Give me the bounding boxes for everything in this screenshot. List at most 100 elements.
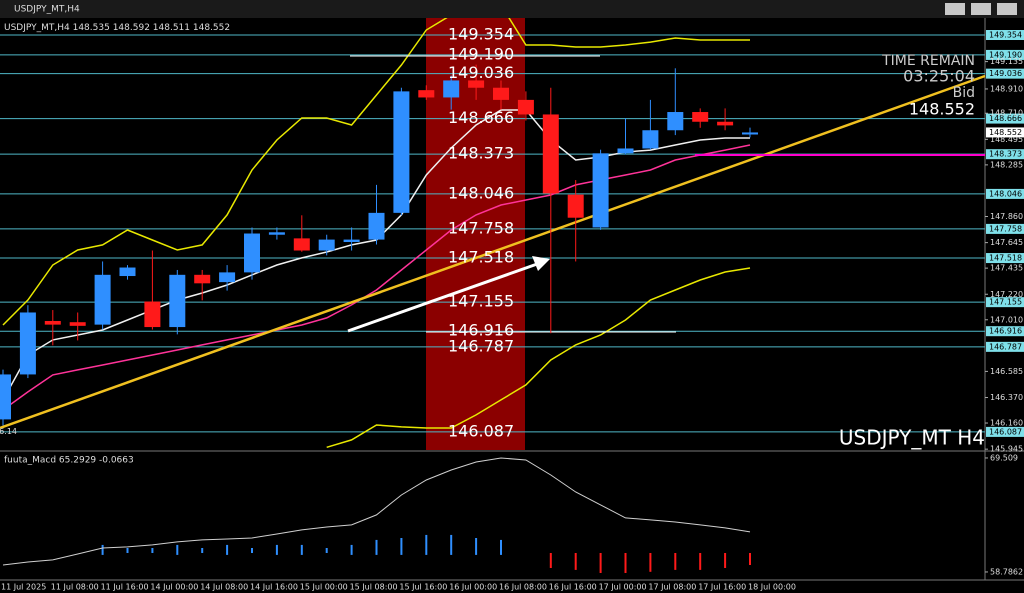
y-tick-label: 148.285	[990, 160, 1023, 169]
arrow-head	[532, 256, 550, 271]
high-price: 148.592	[113, 23, 150, 33]
x-tick-label: 11 Jul 16:00	[101, 583, 149, 592]
candle-body	[219, 272, 236, 283]
chart-info: USDJPY_MT,H4 148.535 148.592 148.511 148…	[4, 23, 230, 33]
level-label: 148.046	[448, 183, 514, 202]
histogram-bar	[251, 548, 253, 553]
candle-body	[69, 322, 86, 326]
level-label: 146.087	[448, 421, 514, 440]
histogram-bar	[275, 544, 278, 555]
level-tag-label: 149.354	[989, 31, 1022, 40]
histogram-bar	[724, 552, 727, 568]
level-tag-label: 148.046	[989, 189, 1022, 198]
histogram-bar	[300, 544, 303, 555]
candle-body	[0, 374, 11, 420]
y-tick-label: 147.645	[990, 238, 1023, 247]
bid-tag-label: 148.552	[989, 128, 1022, 137]
candle-body	[692, 112, 709, 122]
candle-body	[293, 238, 310, 251]
candle-body	[542, 114, 559, 194]
x-tick-label: 15 Jul 08:00	[350, 583, 398, 592]
window-title: USDJPY_MT,H4	[14, 5, 80, 15]
level-tag-label: 147.758	[989, 224, 1022, 233]
level-tag	[986, 297, 1024, 308]
y-tick-label: 146.370	[990, 393, 1023, 402]
level-label: 149.036	[448, 63, 514, 82]
histogram-bar	[126, 548, 129, 553]
histogram-bar	[574, 552, 577, 570]
maximize-button[interactable]	[971, 3, 991, 15]
bid-price: 148.552	[909, 100, 975, 119]
level-tag	[986, 326, 1024, 337]
low-price: 148.511	[153, 23, 190, 33]
indicator-line	[2, 457, 751, 566]
y-tick-label: 147.220	[990, 290, 1023, 299]
level-tag-label: 147.518	[989, 254, 1022, 263]
histogram-bar	[549, 552, 552, 568]
level-label: 146.787	[448, 336, 514, 355]
level-tag	[986, 149, 1024, 160]
x-tick-label: 11 Jul 2025	[1, 583, 46, 592]
level-label: 147.155	[448, 292, 514, 311]
window-buttons[interactable]	[945, 3, 1017, 15]
level-label: 148.373	[448, 144, 514, 163]
histogram-bar	[624, 552, 627, 573]
candle-body	[642, 130, 659, 149]
candle-body	[343, 239, 360, 243]
x-tick-label: 16 Jul 00:00	[449, 583, 497, 592]
title-bar	[0, 0, 1024, 18]
histogram-bar	[425, 534, 428, 555]
histogram-bar	[649, 552, 652, 572]
y-tick-label: 149.135	[990, 57, 1023, 66]
level-tag-label: 147.155	[989, 298, 1022, 307]
level-tag-label: 149.036	[989, 69, 1022, 78]
symbol: USDJPY_MT,H4	[4, 23, 70, 33]
bid-label: Bid	[953, 85, 975, 101]
indicator-line	[2, 109, 750, 401]
close-price: 148.552	[193, 23, 230, 33]
x-tick-label: 14 Jul 00:00	[150, 583, 198, 592]
histogram-bar	[450, 534, 453, 555]
level-label: 147.518	[448, 248, 514, 267]
level-label: 146.916	[448, 321, 514, 340]
histogram-bar	[475, 538, 478, 555]
symbol-label: USDJPY_MT H4	[839, 426, 985, 450]
candle-body	[19, 312, 36, 375]
candle-body	[517, 99, 534, 115]
candle-body	[44, 320, 61, 325]
level-tag	[986, 223, 1024, 234]
level-tag	[986, 49, 1024, 60]
histogram-bar	[151, 548, 154, 553]
x-tick-label: 15 Jul 00:00	[300, 583, 348, 592]
y-tick-label: 146.160	[990, 419, 1023, 428]
x-tick-label: 16 Jul 08:00	[499, 583, 547, 592]
time-remain-label: TIME REMAIN	[881, 53, 975, 69]
minimize-button[interactable]	[945, 3, 965, 15]
candle-body	[393, 91, 410, 213]
candle-body	[119, 267, 136, 277]
candle-body	[443, 80, 460, 98]
y-tick-label: 147.010	[990, 315, 1023, 324]
y-tick-label: 146.585	[990, 367, 1023, 376]
candle-body	[468, 80, 485, 88]
x-tick-label: 16 Jul 16:00	[549, 583, 597, 592]
candle-body	[368, 212, 385, 240]
level-tag	[986, 188, 1024, 199]
level-tag	[986, 341, 1024, 352]
y-tick-label: 148.495	[990, 135, 1023, 144]
trend-line	[0, 74, 986, 430]
candle-body	[144, 301, 161, 328]
level-tag	[986, 68, 1024, 79]
indicator-line	[2, 18, 750, 326]
histogram-bar	[375, 539, 378, 555]
histogram-bar	[101, 544, 104, 555]
y-tick-label: 69.509	[990, 453, 1018, 462]
close-button[interactable]	[997, 3, 1017, 15]
histogram-bar	[699, 552, 702, 570]
candle-body	[268, 232, 285, 235]
level-tag	[986, 426, 1024, 437]
x-tick-label: 17 Jul 08:00	[648, 583, 696, 592]
candle-body	[318, 239, 335, 251]
